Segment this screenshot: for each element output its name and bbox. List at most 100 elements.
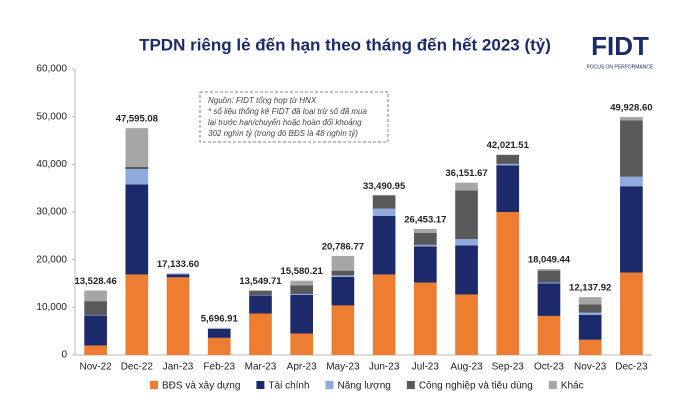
bar-segment (373, 209, 396, 216)
bar-segment (125, 169, 148, 184)
bar-segment (208, 338, 231, 355)
total-label: 33,490.95 (363, 181, 406, 192)
total-label: 20,786.77 (322, 241, 364, 252)
bar-segment (414, 229, 437, 233)
bar-segment (332, 277, 355, 306)
total-label: 49,928.60 (610, 103, 652, 114)
bar-segment (455, 183, 478, 191)
bar-segment (332, 275, 355, 276)
bar-segment (84, 345, 107, 355)
bar-segment (84, 315, 107, 345)
bar-segment (496, 155, 519, 164)
bar-segment (167, 277, 190, 355)
legend-swatch (549, 381, 557, 389)
legend-swatch (256, 381, 264, 389)
bar-segment (290, 294, 313, 295)
total-label: 47,595.08 (116, 114, 158, 125)
y-tick-label: 10,000 (36, 302, 67, 313)
chart-title: TPDN riêng lẻ đến hạn theo tháng đến hết… (139, 35, 551, 54)
bar-segment (620, 117, 643, 120)
bar-segment (538, 271, 561, 283)
total-label: 13,549.71 (239, 276, 282, 287)
x-tick-label: Dec-23 (615, 362, 648, 373)
bar-segment (373, 274, 396, 355)
bar-segment (290, 334, 313, 355)
bar-segment (249, 291, 272, 295)
bar-segment (538, 269, 561, 271)
bar-segment (208, 329, 231, 338)
bar-segment (579, 297, 602, 304)
bar-segment (538, 284, 561, 316)
bar-segment (496, 164, 519, 165)
bar-segment (455, 294, 478, 355)
bar-segment (332, 271, 355, 276)
bar-segment (496, 165, 519, 212)
legend-label: Tài chính (268, 381, 309, 392)
x-tick-label: Aug-23 (450, 362, 483, 373)
bar-segment (620, 273, 643, 355)
total-label: 12,137.92 (569, 283, 611, 294)
legend-label: Năng lượng (338, 381, 391, 392)
bar-segment (125, 184, 148, 274)
total-label: 42,021.51 (487, 140, 530, 151)
bar-segment (579, 313, 602, 315)
x-tick-label: Nov-22 (79, 362, 112, 373)
annotation-line: Nguồn: FIDT tổng hợp từ HNX (208, 96, 317, 105)
total-label: 13,528.46 (74, 276, 116, 287)
bar-segment (249, 314, 272, 355)
total-label: 5,696.91 (201, 313, 239, 324)
bar-segment (620, 177, 643, 187)
x-tick-label: Oct-23 (534, 362, 564, 373)
bar-segment (249, 295, 272, 313)
bar-segment (496, 212, 519, 355)
total-label: 18,049.44 (528, 254, 571, 265)
total-label: 15,580.21 (281, 266, 324, 277)
legend-swatch (150, 381, 158, 389)
bar-segment (84, 291, 107, 302)
bar-segment (620, 186, 643, 272)
x-tick-label: May-23 (326, 362, 360, 373)
bar-segment (620, 120, 643, 176)
x-tick-label: Dec-22 (121, 362, 154, 373)
y-tick-label: 30,000 (36, 207, 67, 218)
annotation-line: lại trước hạn/chuyển hoặc hoàn đổi khoản… (208, 118, 362, 127)
total-label: 36,151.67 (445, 168, 487, 179)
bar-segment (579, 340, 602, 355)
annotation-line: 302 nghìn tỷ (trong đó BĐS là 48 nghìn t… (208, 129, 358, 138)
x-tick-label: Jul-23 (412, 362, 440, 373)
annotation-line: * số liệu thống kê FIDT đã loại trừ số đ… (208, 107, 367, 116)
x-tick-label: Jun-23 (369, 362, 400, 373)
y-tick-label: 20,000 (36, 254, 67, 265)
total-label: 26,453.17 (404, 214, 446, 225)
bar-segment (579, 315, 602, 340)
bar-segment (414, 233, 437, 245)
bar-segment (455, 191, 478, 240)
bar-segment (167, 274, 190, 277)
bar-segment (290, 281, 313, 286)
bar-segment (332, 305, 355, 355)
bar-segment (373, 195, 396, 208)
bar-segment (414, 283, 437, 355)
bar-segment (538, 283, 561, 284)
bar-segment (455, 239, 478, 245)
bar-segment (125, 274, 148, 355)
total-label: 17,133.60 (157, 259, 199, 270)
bar-segment (414, 246, 437, 282)
x-tick-label: Sep-23 (492, 362, 525, 373)
bar-segment (125, 167, 148, 169)
legend-label: Công nghiệp và tiêu dùng (419, 381, 533, 392)
bar-segment (125, 128, 148, 167)
bar-segment (290, 285, 313, 294)
x-tick-label: Jan-23 (163, 362, 194, 373)
y-tick-label: 60,000 (36, 64, 67, 75)
x-tick-label: Apr-23 (287, 362, 317, 373)
x-tick-label: Feb-23 (203, 362, 235, 373)
legend-label: Khác (561, 381, 584, 392)
bar-segment (84, 301, 107, 315)
bar-segment (332, 256, 355, 271)
logo-tagline: FOCUS ON PERFORMANCE (587, 64, 654, 70)
bar-segment (167, 273, 190, 274)
bar-segment (538, 316, 561, 355)
legend-label: BĐS và xây dựng (162, 381, 240, 392)
bar-segment (414, 245, 437, 246)
